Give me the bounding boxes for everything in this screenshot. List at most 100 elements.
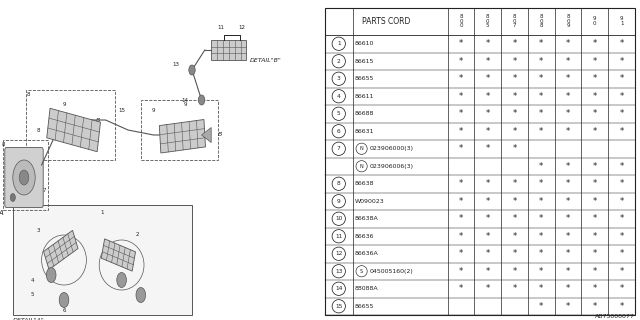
Text: 3: 3 bbox=[36, 228, 40, 233]
Text: *: * bbox=[539, 214, 543, 223]
Text: *: * bbox=[539, 127, 543, 136]
Text: 9: 9 bbox=[152, 108, 156, 113]
Text: *: * bbox=[486, 74, 490, 83]
Text: *: * bbox=[593, 197, 597, 206]
Text: N: N bbox=[360, 146, 364, 151]
Text: *: * bbox=[459, 39, 463, 48]
Circle shape bbox=[13, 160, 35, 195]
Text: 12: 12 bbox=[238, 25, 245, 30]
Text: *: * bbox=[539, 284, 543, 293]
Text: 15: 15 bbox=[118, 108, 125, 113]
Text: *: * bbox=[486, 249, 490, 258]
Text: *: * bbox=[513, 267, 516, 276]
Text: *: * bbox=[539, 197, 543, 206]
Text: *: * bbox=[593, 127, 597, 136]
Text: *: * bbox=[620, 302, 624, 311]
Text: B: B bbox=[96, 117, 100, 123]
Text: 8
0
5: 8 0 5 bbox=[486, 14, 490, 28]
Text: *: * bbox=[566, 197, 570, 206]
Text: 9: 9 bbox=[62, 102, 66, 108]
Text: *: * bbox=[593, 162, 597, 171]
Text: 9
1: 9 1 bbox=[620, 16, 623, 26]
Text: 13: 13 bbox=[335, 269, 342, 274]
Text: *: * bbox=[459, 109, 463, 118]
Text: *: * bbox=[566, 302, 570, 311]
Circle shape bbox=[10, 194, 15, 202]
Text: *: * bbox=[539, 162, 543, 171]
Text: *: * bbox=[539, 39, 543, 48]
Text: *: * bbox=[593, 39, 597, 48]
Text: 7: 7 bbox=[337, 146, 340, 151]
Circle shape bbox=[198, 95, 205, 105]
Text: 9: 9 bbox=[184, 102, 188, 108]
Text: *: * bbox=[620, 92, 624, 101]
Text: 4: 4 bbox=[30, 277, 34, 283]
Text: *: * bbox=[513, 39, 516, 48]
Text: *: * bbox=[486, 179, 490, 188]
Text: *: * bbox=[513, 109, 516, 118]
Text: *: * bbox=[459, 197, 463, 206]
Text: *: * bbox=[513, 144, 516, 153]
Text: *: * bbox=[486, 284, 490, 293]
Text: *: * bbox=[539, 57, 543, 66]
Text: 7: 7 bbox=[43, 188, 47, 193]
Text: *: * bbox=[486, 92, 490, 101]
Text: DETAIL"B": DETAIL"B" bbox=[250, 58, 282, 62]
Text: *: * bbox=[486, 214, 490, 223]
Text: *: * bbox=[593, 267, 597, 276]
Text: *: * bbox=[486, 57, 490, 66]
Text: *: * bbox=[593, 74, 597, 83]
Text: 86638A: 86638A bbox=[355, 216, 379, 221]
Circle shape bbox=[136, 287, 146, 302]
Text: *: * bbox=[620, 39, 624, 48]
Text: *: * bbox=[459, 179, 463, 188]
Text: *: * bbox=[566, 57, 570, 66]
Text: 8: 8 bbox=[36, 127, 40, 132]
Text: *: * bbox=[566, 74, 570, 83]
Text: *: * bbox=[486, 127, 490, 136]
Text: *: * bbox=[566, 127, 570, 136]
Text: *: * bbox=[513, 74, 516, 83]
Text: *: * bbox=[459, 249, 463, 258]
Bar bbox=[44, 230, 78, 270]
Text: 8: 8 bbox=[1, 142, 5, 148]
Text: *: * bbox=[486, 109, 490, 118]
Bar bbox=[47, 108, 100, 152]
Text: *: * bbox=[459, 267, 463, 276]
Text: AB75000077: AB75000077 bbox=[595, 314, 635, 319]
Text: 5: 5 bbox=[30, 292, 34, 298]
Text: *: * bbox=[620, 267, 624, 276]
Text: *: * bbox=[539, 92, 543, 101]
Text: 045005160(2): 045005160(2) bbox=[369, 269, 413, 274]
Circle shape bbox=[60, 292, 69, 308]
Text: *: * bbox=[593, 57, 597, 66]
Text: 10: 10 bbox=[86, 145, 93, 150]
Bar bbox=[211, 40, 246, 60]
Text: *: * bbox=[459, 57, 463, 66]
Bar bbox=[13, 205, 192, 315]
Text: *: * bbox=[539, 302, 543, 311]
Text: 86638: 86638 bbox=[355, 181, 374, 186]
Text: 5: 5 bbox=[337, 111, 340, 116]
Bar bbox=[26, 90, 115, 160]
Text: *: * bbox=[566, 214, 570, 223]
Text: 86636: 86636 bbox=[355, 234, 374, 239]
Text: PARTS CORD: PARTS CORD bbox=[362, 17, 410, 26]
Text: *: * bbox=[459, 74, 463, 83]
Text: *: * bbox=[486, 232, 490, 241]
Text: S: S bbox=[360, 269, 363, 274]
Bar bbox=[141, 100, 218, 160]
Text: 023906006(3): 023906006(3) bbox=[369, 164, 413, 169]
Text: *: * bbox=[620, 197, 624, 206]
Text: *: * bbox=[486, 144, 490, 153]
Text: 86631: 86631 bbox=[355, 129, 374, 134]
Text: *: * bbox=[566, 249, 570, 258]
Text: 4: 4 bbox=[337, 94, 340, 99]
Polygon shape bbox=[202, 127, 211, 142]
Text: *: * bbox=[539, 74, 543, 83]
Text: 11: 11 bbox=[335, 234, 342, 239]
Text: 2: 2 bbox=[337, 59, 340, 64]
Text: *: * bbox=[620, 127, 624, 136]
Text: *: * bbox=[513, 179, 516, 188]
Text: *: * bbox=[620, 179, 624, 188]
